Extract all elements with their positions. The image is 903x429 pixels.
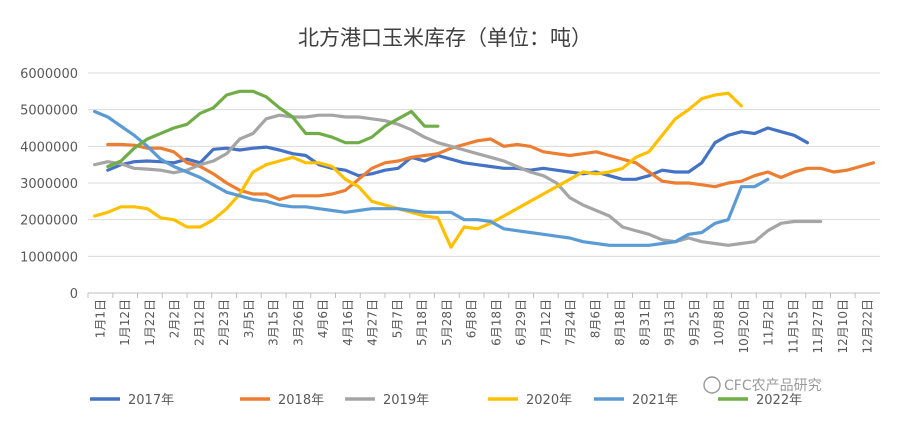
legend-label: 2022年 <box>756 393 802 408</box>
x-tick-label: 2月2日 <box>168 299 182 338</box>
x-tick-label: 11月2日 <box>762 299 776 346</box>
y-axis-ticks: 0 1000000 2000000 3000000 4000000 5000000 6000… <box>20 67 78 302</box>
watermark-icon <box>703 376 721 394</box>
chart-title: 北方港口玉米库存（单位：吨） <box>298 26 592 50</box>
legend-label: 2018年 <box>278 393 324 408</box>
x-tick-label: 8月31日 <box>638 299 652 346</box>
x-tick-label: 5月7日 <box>390 299 404 338</box>
x-tick-label: 6月8日 <box>465 299 479 338</box>
y-tick-label: 3000000 <box>20 177 78 192</box>
x-tick-label: 3月5日 <box>242 299 256 338</box>
x-tick-label: 6月29日 <box>514 299 528 346</box>
x-tick-label: 11月27日 <box>811 299 825 354</box>
y-tick-label: 2000000 <box>20 214 78 229</box>
x-tick-label: 7月24日 <box>564 299 578 346</box>
legend-label: 2021年 <box>632 393 678 408</box>
x-tick-label: 12月22日 <box>861 299 875 354</box>
x-tick-label: 3月15日 <box>267 299 281 346</box>
x-tick-label: 10月20日 <box>737 299 751 354</box>
x-tick-label: 1月22日 <box>143 299 157 346</box>
x-tick-label: 9月25日 <box>687 299 701 346</box>
x-tick-label: 5月28日 <box>440 299 454 346</box>
series-line-2019年 <box>92 113 823 247</box>
x-tick-label: 11月15日 <box>786 299 800 354</box>
x-tick-label: 1月12日 <box>118 299 132 346</box>
legend-label: 2019年 <box>383 393 429 408</box>
x-tick-label: 8月18日 <box>613 299 627 346</box>
watermark-text: CFC农产品研究 <box>724 378 822 394</box>
series-line-2018年 <box>106 137 876 202</box>
watermark: CFC农产品研究 <box>703 376 822 394</box>
series-line-2021年 <box>92 109 770 247</box>
x-tick-label: 8月6日 <box>588 299 602 338</box>
legend-label: 2020年 <box>526 393 572 408</box>
x-tick-label: 5月18日 <box>415 299 429 346</box>
y-tick-label: 1000000 <box>20 250 78 265</box>
x-tick-label: 10月8日 <box>712 299 726 346</box>
legend-label: 2017年 <box>128 393 174 408</box>
y-tick-label: 4000000 <box>20 140 78 155</box>
series-lines <box>92 89 876 249</box>
x-tick-label: 4月27日 <box>366 299 380 346</box>
y-tick-label: 0 <box>70 287 78 302</box>
series-line-2017年 <box>106 126 810 181</box>
legend: 2017年 2018年 2019年 2020年 2021年 2022年 <box>90 393 802 408</box>
x-tick-label: 1月1日 <box>93 299 107 338</box>
series-line-2020年 <box>92 91 744 249</box>
y-tick-label: 6000000 <box>20 67 78 82</box>
x-tick-label: 12月10日 <box>836 299 850 354</box>
x-tick-label: 2月12日 <box>192 299 206 346</box>
x-axis-ticks: 1月1日 1月12日 1月22日 2月2日 2月12日 2月23日 3月5日 3月15日 3月2… <box>87 293 875 354</box>
x-tick-label: 9月13日 <box>663 299 677 346</box>
series-line-2022年 <box>106 89 440 169</box>
x-tick-label: 4月16日 <box>341 299 355 346</box>
x-tick-label: 7月12日 <box>539 299 553 346</box>
x-tick-label: 4月6日 <box>316 299 330 338</box>
x-tick-label: 2月23日 <box>217 299 231 346</box>
x-tick-label: 6月18日 <box>489 299 503 346</box>
x-tick-label: 3月26日 <box>291 299 305 346</box>
y-tick-label: 5000000 <box>20 104 78 119</box>
